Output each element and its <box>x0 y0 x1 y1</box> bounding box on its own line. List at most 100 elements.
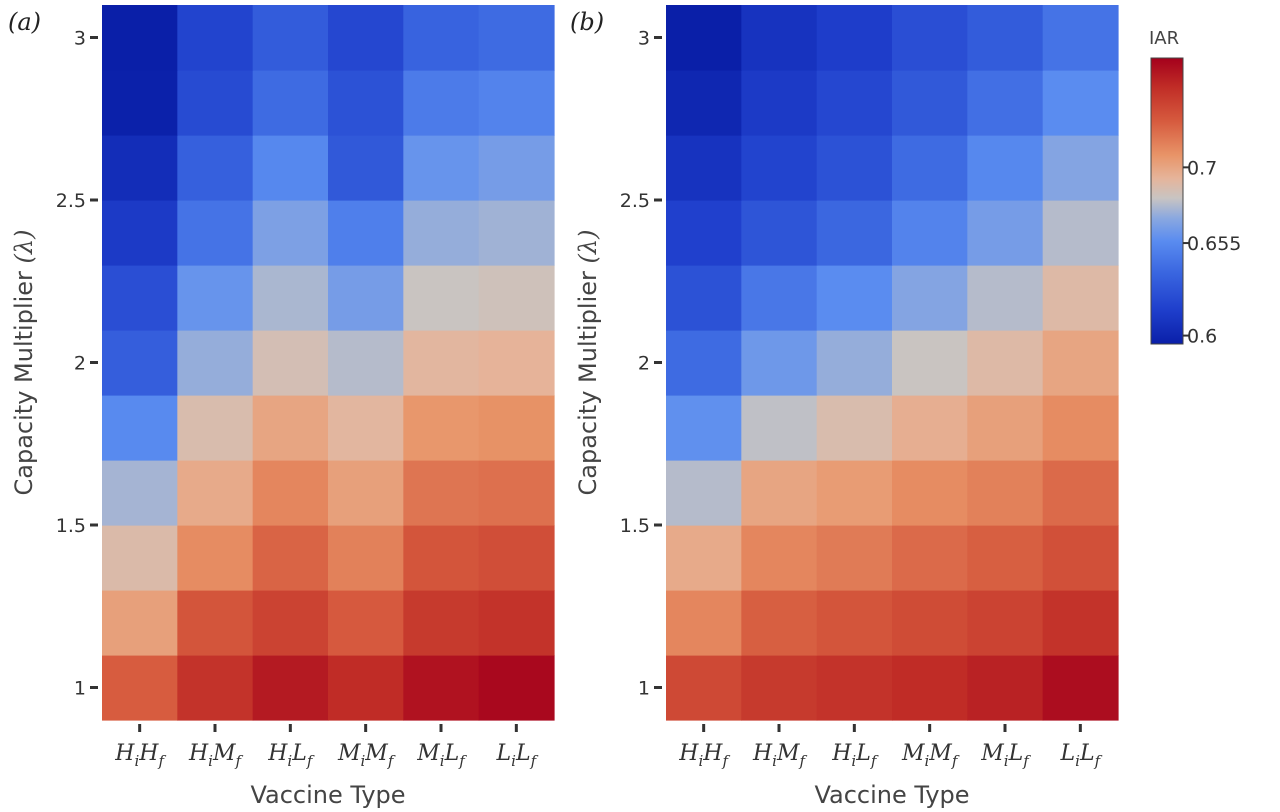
x-tick-label: HiMf <box>188 741 244 770</box>
heatmap-cell <box>102 395 178 461</box>
heatmap-cell <box>1042 265 1119 331</box>
heatmap-cell <box>328 265 404 331</box>
heatmap-cell <box>403 395 480 461</box>
heatmap-cell <box>816 395 893 461</box>
x-tick-label: HiHf <box>114 741 166 770</box>
heatmap-cell <box>403 655 480 721</box>
heatmap-cell <box>1042 135 1119 201</box>
heatmap-cell <box>741 70 818 136</box>
heatmap-cell <box>892 265 968 331</box>
y-tick-label: 1.5 <box>56 515 86 537</box>
heatmap-cell <box>177 5 254 71</box>
heatmap-cell <box>967 525 1044 591</box>
heatmap-cell <box>403 200 480 266</box>
heatmap-cell <box>478 265 555 331</box>
heatmap-cell <box>478 655 555 721</box>
heatmap-cell <box>252 330 329 396</box>
heatmap-cell <box>102 200 178 266</box>
heatmap-cell <box>1042 460 1119 526</box>
heatmap-panel-b: (b) 1 1.5 2 2.5 3 HiHf HiMf HiLf MiMf MiLf LiLf Vacc… <box>570 5 1119 809</box>
heatmap-cell <box>967 330 1044 396</box>
heatmap-cell <box>403 330 480 396</box>
heatmap-cell <box>1042 590 1119 656</box>
heatmap-panel-a: (a) 1 1.5 2 2.5 3 HiHf HiMf HiLf MiMf MiLf LiLf Vacc… <box>8 5 555 809</box>
heatmap-cell <box>967 655 1044 721</box>
heatmap-cell <box>741 525 818 591</box>
heatmap-cell <box>1042 200 1119 266</box>
colorbar: IAR 0.6 0.655 0.7 <box>1149 28 1241 348</box>
colorbar-tick-label: 0.6 <box>1187 326 1217 348</box>
y-tick-label: 1 <box>74 678 86 700</box>
heatmap-cell <box>252 70 329 136</box>
heatmap-cell <box>816 330 893 396</box>
colorbar-gradient <box>1150 57 1184 345</box>
heatmap-cell <box>403 525 480 591</box>
heatmap-cell <box>403 460 480 526</box>
heatmap-cell <box>177 70 254 136</box>
heatmap-cell <box>328 330 404 396</box>
heatmap-cell <box>816 70 893 136</box>
heatmap-cell <box>816 590 893 656</box>
heatmap-cell <box>666 525 742 591</box>
heatmap-cell <box>102 525 178 591</box>
heatmap-cell <box>892 525 968 591</box>
heatmap-cell <box>177 330 254 396</box>
heatmap-cell <box>816 460 893 526</box>
panel-label: (b) <box>570 8 604 36</box>
colorbar-tick-label: 0.7 <box>1187 157 1217 179</box>
heatmap-cell <box>102 5 178 71</box>
heatmap-cell <box>252 525 329 591</box>
heatmap-cell <box>403 70 480 136</box>
heatmap-cell <box>892 655 968 721</box>
heatmap-cell <box>252 265 329 331</box>
y-tick-label: 2.5 <box>620 190 650 212</box>
heatmap-cell <box>816 200 893 266</box>
heatmap-cell <box>967 70 1044 136</box>
x-tick-label: HiLf <box>831 741 879 770</box>
heatmap-cell <box>741 330 818 396</box>
heatmap-cell <box>252 395 329 461</box>
heatmap-cell <box>967 590 1044 656</box>
heatmap-cell <box>102 460 178 526</box>
heatmap-cell <box>328 200 404 266</box>
heatmap-cell <box>252 590 329 656</box>
heatmap-cell <box>741 200 818 266</box>
y-axis-title: Capacity Multiplier (λ) <box>10 230 38 496</box>
heatmap-cell <box>892 135 968 201</box>
heatmap-cell <box>967 135 1044 201</box>
heatmap-cell <box>478 5 555 71</box>
heatmap-cell <box>328 460 404 526</box>
heatmap-cell <box>666 135 742 201</box>
heatmap-cell <box>252 200 329 266</box>
x-tick-label: HiMf <box>752 741 808 770</box>
heatmap-cell <box>478 70 555 136</box>
colorbar-tick-label: 0.655 <box>1187 233 1241 255</box>
x-tick-label: HiHf <box>678 741 730 770</box>
x-tick-label: MiLf <box>416 741 467 770</box>
heatmap-cell <box>666 460 742 526</box>
heatmap-cell <box>967 460 1044 526</box>
heatmap-cell <box>1042 525 1119 591</box>
y-tick-label: 3 <box>638 28 650 50</box>
x-tick-label: LiLf <box>1060 741 1103 770</box>
heatmap-cell <box>177 265 254 331</box>
heatmap-cell <box>403 5 480 71</box>
heatmap-cell <box>666 395 742 461</box>
y-tick-label: 1 <box>638 678 650 700</box>
y-tick-label: 3 <box>74 28 86 50</box>
x-tick-label: LiLf <box>496 741 539 770</box>
heatmap-cell <box>741 135 818 201</box>
heatmap-cell <box>252 5 329 71</box>
colorbar-title: IAR <box>1149 28 1179 49</box>
heatmap-cell <box>892 590 968 656</box>
heatmap-cell <box>102 655 178 721</box>
heatmap-cell <box>478 200 555 266</box>
heatmap-cell <box>816 135 893 201</box>
heatmap-cell <box>102 265 178 331</box>
panel-label: (a) <box>8 8 41 36</box>
heatmap-cell <box>666 590 742 656</box>
x-tick-label: MiMf <box>337 741 396 770</box>
x-tick-label: MiLf <box>980 741 1031 770</box>
heatmap-cell <box>816 5 893 71</box>
heatmap-cell <box>1042 70 1119 136</box>
